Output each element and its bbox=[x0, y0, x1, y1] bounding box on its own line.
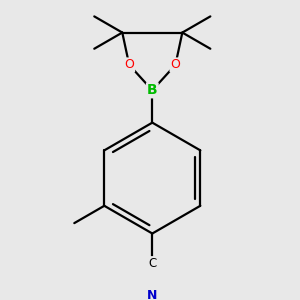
Text: O: O bbox=[170, 58, 180, 71]
Text: N: N bbox=[147, 290, 158, 300]
Text: O: O bbox=[124, 58, 134, 71]
Text: C: C bbox=[148, 257, 156, 270]
Text: B: B bbox=[147, 83, 158, 97]
